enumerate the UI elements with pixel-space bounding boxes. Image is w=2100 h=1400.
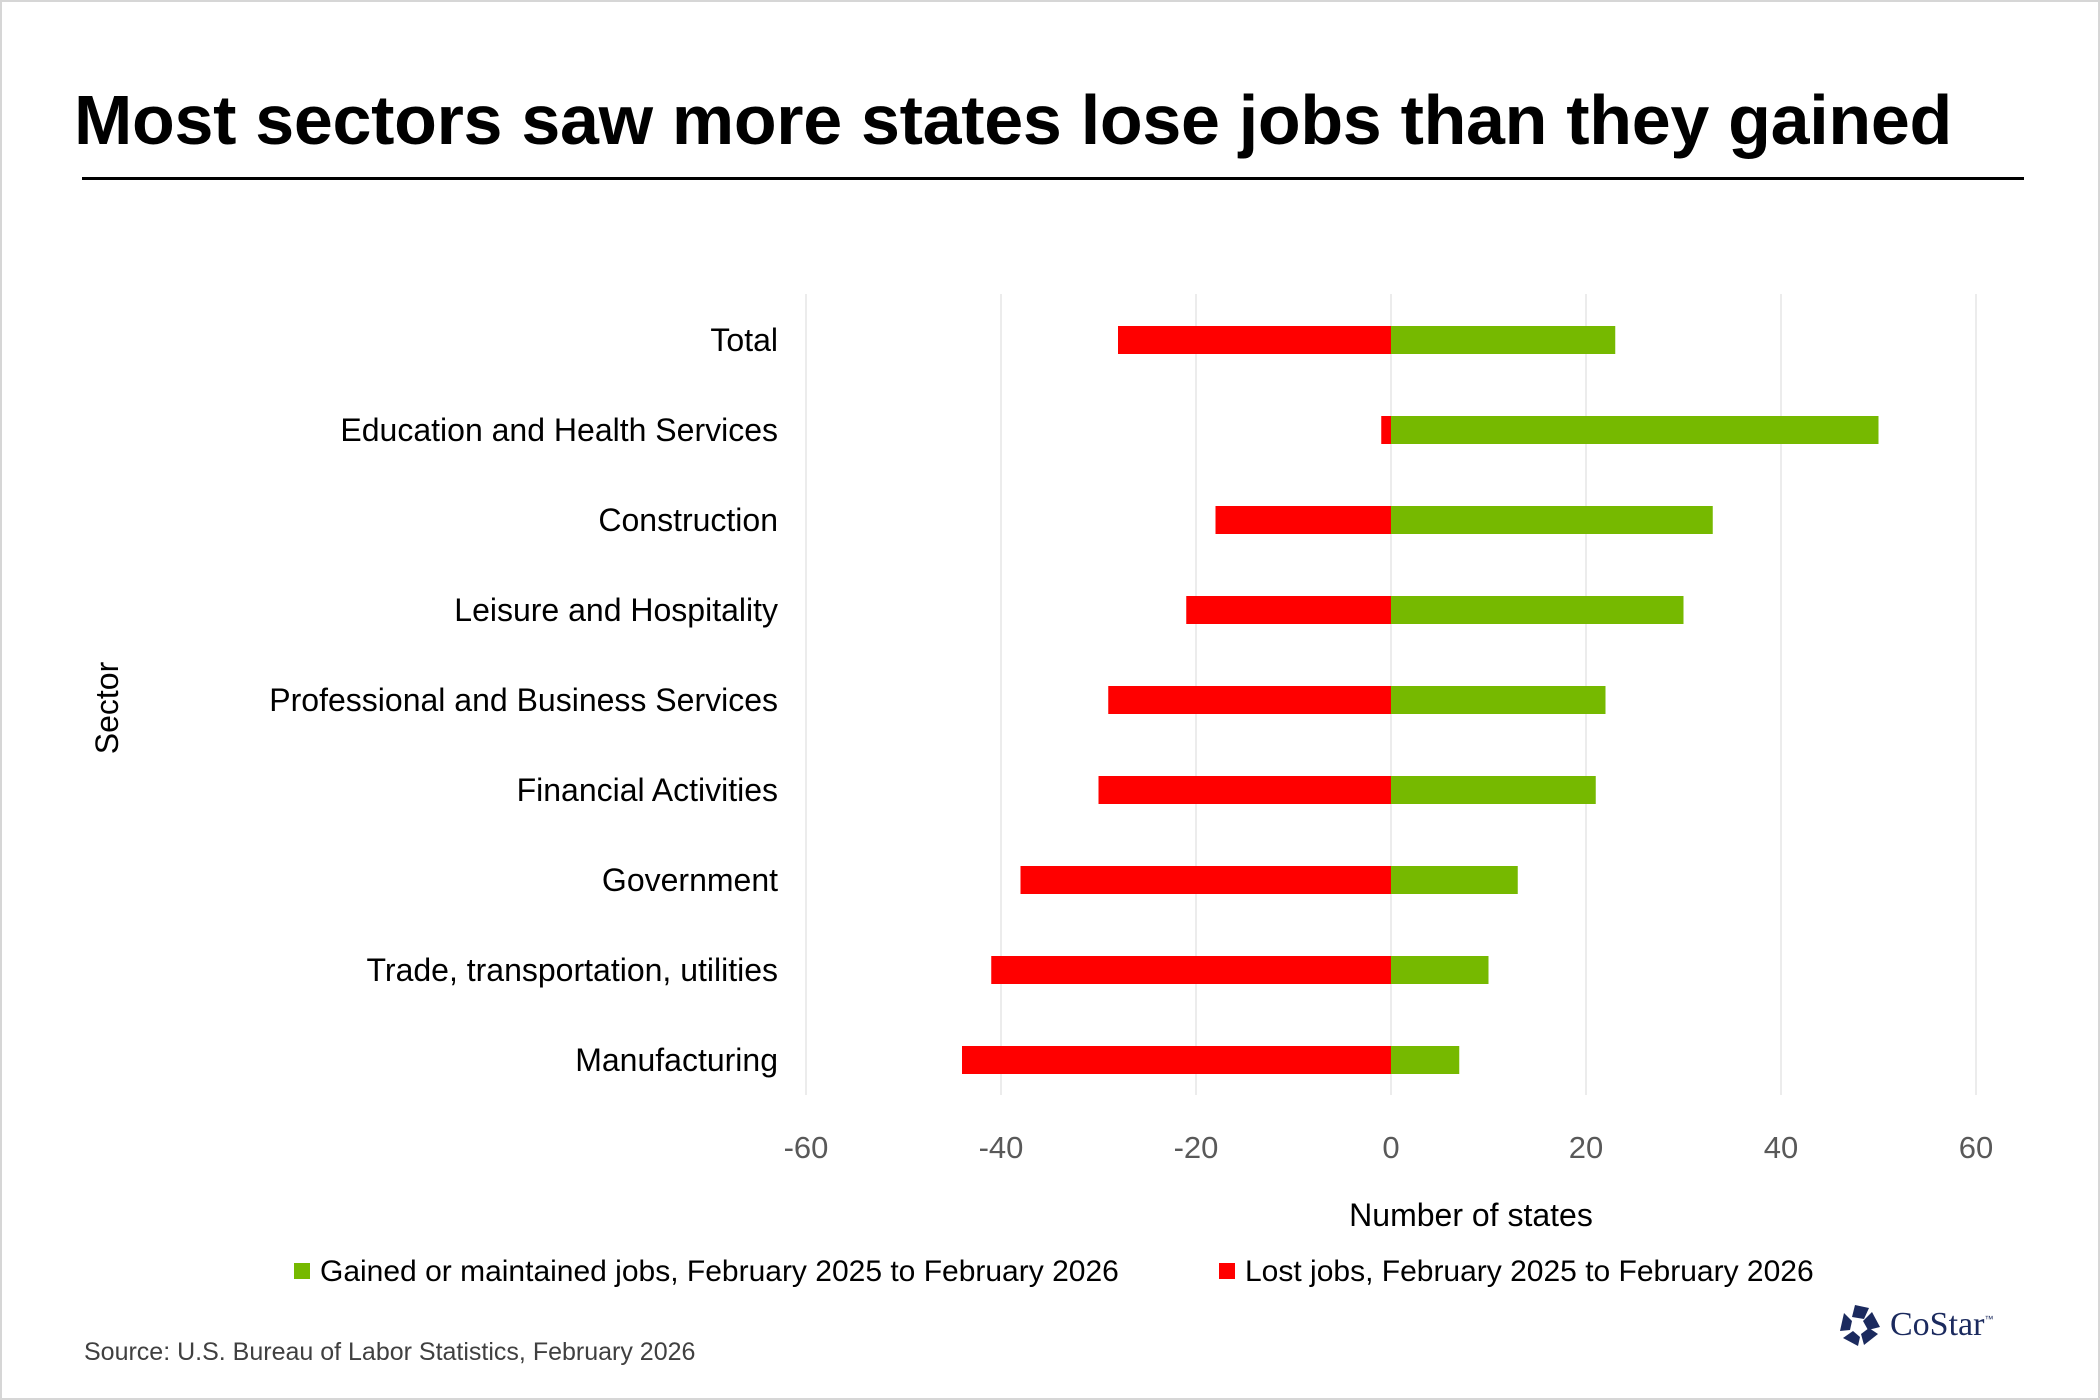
- bar-gained: [1391, 596, 1684, 624]
- bar-lost: [1215, 506, 1391, 534]
- logo-wordmark: CoStar: [1890, 1306, 1985, 1343]
- x-tick-label: -60: [784, 1130, 829, 1165]
- costar-star-icon: [1840, 1305, 1880, 1346]
- x-tick-label: 20: [1569, 1130, 1603, 1165]
- bar-gained: [1391, 686, 1606, 714]
- x-tick-label: 0: [1382, 1130, 1399, 1165]
- bar-gained: [1391, 776, 1596, 804]
- legend-label: Lost jobs, February 2025 to February 202…: [1245, 1255, 1814, 1288]
- legend-swatch: [294, 1263, 310, 1279]
- category-label: Trade, transportation, utilities: [367, 952, 778, 988]
- category-label: Education and Health Services: [340, 412, 778, 448]
- category-label: Financial Activities: [517, 772, 778, 808]
- bar-lost: [1118, 326, 1391, 354]
- category-label: Government: [602, 862, 778, 898]
- costar-logo: CoStar ™: [1838, 1300, 1993, 1350]
- category-label: Professional and Business Services: [269, 682, 778, 718]
- bar-gained: [1391, 506, 1713, 534]
- x-axis-title: Number of states: [1349, 1197, 1593, 1233]
- y-axis-title: Sector: [89, 661, 125, 754]
- bar-gained: [1391, 866, 1518, 894]
- logo-trademark: ™: [1984, 1314, 1994, 1324]
- bar-gained: [1391, 416, 1879, 444]
- x-tick-label: -20: [1174, 1130, 1219, 1165]
- chart-title: Most sectors saw more states lose jobs t…: [74, 81, 1952, 159]
- bar-lost: [1381, 416, 1391, 444]
- bar-lost: [1108, 686, 1391, 714]
- bar-gained: [1391, 956, 1489, 984]
- category-label: Manufacturing: [575, 1042, 778, 1078]
- category-label: Total: [710, 322, 778, 358]
- bar-gained: [1391, 1046, 1460, 1074]
- bar-lost: [1186, 596, 1391, 624]
- category-label: Construction: [598, 502, 778, 538]
- bar-lost: [1020, 866, 1391, 894]
- bar-lost: [991, 956, 1391, 984]
- bar-lost: [962, 1046, 1391, 1074]
- title-divider: [82, 177, 2024, 180]
- bar-lost: [1098, 776, 1391, 804]
- legend-label: Gained or maintained jobs, February 2025…: [320, 1255, 1119, 1288]
- x-tick-label: 40: [1764, 1130, 1798, 1165]
- source-note: Source: U.S. Bureau of Labor Statistics,…: [84, 1338, 696, 1366]
- category-label: Leisure and Hospitality: [454, 592, 778, 628]
- x-tick-label: -40: [979, 1130, 1024, 1165]
- legend-swatch: [1219, 1263, 1235, 1279]
- x-tick-label: 60: [1959, 1130, 1993, 1165]
- bar-gained: [1391, 326, 1616, 354]
